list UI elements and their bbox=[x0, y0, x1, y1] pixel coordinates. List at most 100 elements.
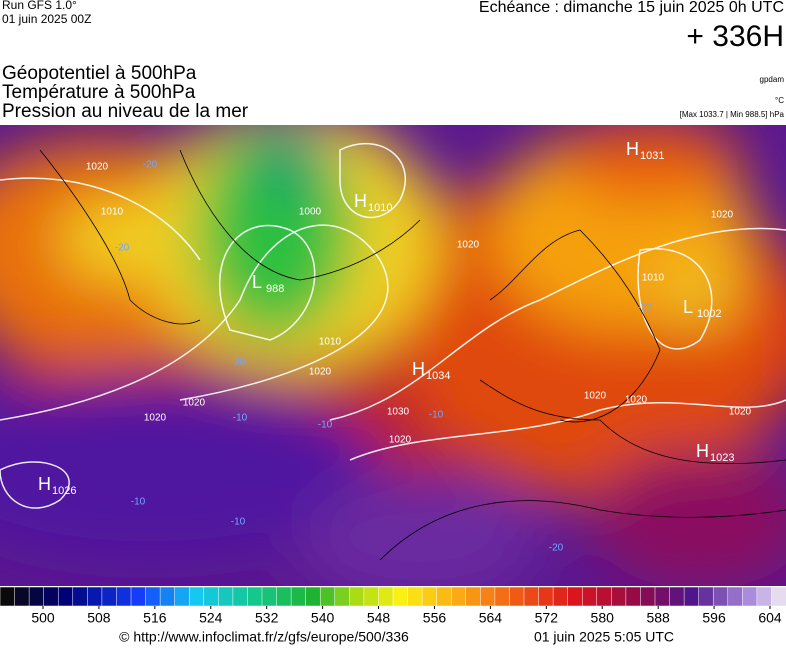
colorbar-label: 588 bbox=[646, 610, 670, 626]
colorbar-swatch bbox=[494, 586, 511, 607]
isobar-label: 1010 bbox=[642, 273, 665, 284]
colorbar-swatch bbox=[174, 586, 190, 607]
colorbar-swatch bbox=[247, 586, 263, 607]
colorbar-swatch bbox=[698, 586, 714, 607]
colorbar-swatch bbox=[188, 586, 205, 607]
layer-title: Géopotentiel à 500hPa bbox=[2, 63, 197, 84]
colorbar-swatch bbox=[261, 586, 278, 607]
isobar-label: 1020 bbox=[457, 240, 480, 251]
temperature-label: -10 bbox=[318, 420, 333, 431]
colorbar-swatch bbox=[611, 586, 627, 607]
colorbar-swatch bbox=[363, 586, 380, 607]
run-label: Run GFS 1.0° bbox=[2, 0, 77, 12]
colorbar-label: 604 bbox=[758, 610, 782, 626]
isobar-label: 1020 bbox=[309, 367, 332, 378]
center-value: 988 bbox=[266, 283, 284, 295]
colorbar-swatch bbox=[509, 586, 525, 607]
unit-pressure: [Max 1033.7 | Min 988.5] hPa bbox=[680, 110, 785, 119]
colorbar-swatch bbox=[290, 586, 307, 607]
colorbar-label: 556 bbox=[423, 610, 447, 626]
colorbar-swatch bbox=[101, 586, 118, 607]
colorbar-swatch bbox=[523, 586, 540, 607]
isobar-label: 1000 bbox=[299, 207, 322, 218]
isobar-label: 1020 bbox=[711, 210, 734, 221]
layer-title: Pression au niveau de la mer bbox=[2, 101, 249, 122]
unit-geopotential: gpdam bbox=[760, 75, 785, 84]
colorbar-swatch bbox=[276, 586, 292, 607]
colorbar-swatch bbox=[683, 586, 700, 607]
center-value: 1031 bbox=[640, 150, 664, 162]
center-value: 1023 bbox=[710, 452, 734, 464]
center-letter: H bbox=[354, 191, 367, 211]
field bbox=[0, 125, 786, 586]
colorbar-swatch bbox=[392, 586, 409, 607]
temperature-label: -10 bbox=[429, 410, 444, 421]
lead-time: + 336H bbox=[686, 20, 784, 53]
colorbar-swatch bbox=[480, 586, 496, 607]
temperature-label: -20 bbox=[115, 243, 130, 254]
colorbar-swatch bbox=[771, 586, 786, 607]
temperature-label: -20 bbox=[638, 303, 653, 314]
colorbar-swatch bbox=[654, 586, 671, 607]
colorbar-swatch bbox=[14, 586, 30, 607]
colorbar-swatch bbox=[72, 586, 89, 607]
colorbar-swatch bbox=[450, 586, 467, 607]
colorbar-label: 540 bbox=[311, 610, 335, 626]
isobar-label: 1020 bbox=[729, 407, 752, 418]
colorbar-swatch bbox=[436, 586, 452, 607]
colorbar-swatch bbox=[567, 586, 583, 607]
colorbar-swatch bbox=[727, 586, 744, 607]
colorbar-label: 516 bbox=[143, 610, 167, 626]
colorbar-label: 596 bbox=[702, 610, 726, 626]
center-value: 1034 bbox=[426, 370, 450, 382]
center-letter: H bbox=[38, 474, 51, 494]
colorbar-label: 572 bbox=[535, 610, 559, 626]
colorbar-swatch bbox=[552, 586, 569, 607]
colorbar-label: 564 bbox=[479, 610, 503, 626]
colorbar-swatch bbox=[378, 586, 394, 607]
colorbar-swatch bbox=[742, 586, 758, 607]
isobar-label: 1030 bbox=[387, 407, 410, 418]
colorbar-swatch bbox=[465, 586, 482, 607]
colorbar-swatch bbox=[28, 586, 45, 607]
temperature-label: -20 bbox=[549, 543, 564, 554]
colorbar-swatch bbox=[756, 586, 773, 607]
colorbar-swatch bbox=[669, 586, 685, 607]
colorbar-swatch bbox=[232, 586, 249, 607]
isobar-label: 1020 bbox=[584, 391, 607, 402]
colorbar-swatch bbox=[57, 586, 74, 607]
coastlines bbox=[39, 149, 786, 561]
colorbar-swatch bbox=[130, 586, 147, 607]
colorbar-swatch bbox=[319, 586, 336, 607]
center-value: 1002 bbox=[697, 308, 721, 320]
colorbar-swatch bbox=[640, 586, 656, 607]
colorbar-swatch bbox=[581, 586, 598, 607]
colorbar-swatch bbox=[218, 586, 234, 607]
center-letter: H bbox=[696, 441, 709, 461]
layer-title: Température à 500hPa bbox=[2, 82, 196, 103]
source: © http://www.infoclimat.fr/z/gfs/europe/… bbox=[119, 629, 409, 645]
colorbar-label: 508 bbox=[87, 610, 111, 626]
colorbar-swatch bbox=[421, 586, 438, 607]
colorbar-swatch bbox=[145, 586, 161, 607]
isobars bbox=[0, 143, 786, 509]
echeance: Echéance : dimanche 15 juin 2025 0h UTC bbox=[479, 0, 784, 16]
colorbar-swatch bbox=[0, 586, 16, 607]
colorbar-swatch bbox=[625, 586, 642, 607]
colorbar-swatch bbox=[407, 586, 423, 607]
isobar-label: 1020 bbox=[625, 395, 648, 406]
colorbar-label: 548 bbox=[367, 610, 391, 626]
center-letter: H bbox=[412, 359, 425, 379]
issued: 01 juin 2025 5:05 UTC bbox=[534, 629, 674, 645]
isobar-label: 1020 bbox=[183, 398, 206, 409]
colorbar-label: 524 bbox=[199, 610, 223, 626]
isobar-label: 1020 bbox=[86, 162, 109, 173]
center-letter: L bbox=[683, 297, 693, 317]
colorbar-label: 500 bbox=[31, 610, 55, 626]
colorbar-swatch bbox=[116, 586, 132, 607]
isobar-label: 1010 bbox=[101, 207, 124, 218]
temperature-label: -10 bbox=[231, 517, 246, 528]
colorbar-swatch bbox=[712, 586, 729, 607]
colorbar-swatch bbox=[334, 586, 351, 607]
